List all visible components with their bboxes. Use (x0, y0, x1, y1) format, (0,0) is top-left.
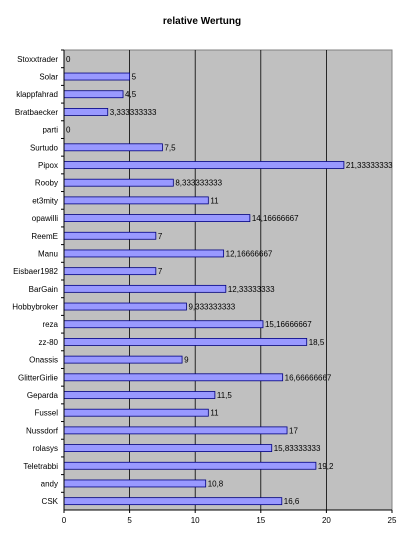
data-label: 0 (66, 126, 71, 135)
data-label: 3,333333333 (110, 108, 157, 117)
category-label: CSK (42, 497, 59, 506)
data-label: 10,8 (208, 479, 224, 488)
bar-nussdorf (63, 426, 288, 435)
category-label: et3mity (32, 196, 58, 205)
plot-area (63, 49, 393, 511)
category-label: andy (41, 479, 58, 488)
data-label: 11,5 (217, 391, 233, 400)
category-label: opawilli (32, 214, 58, 223)
category-label: GlitterGirlie (18, 373, 59, 382)
data-label: 8,333333333 (175, 179, 222, 188)
bar-klappfahrad (63, 90, 124, 99)
data-label: 7,5 (164, 143, 176, 152)
data-label: 16,66666667 (285, 373, 332, 382)
bar-fussel (63, 408, 209, 417)
bar-teletrabbi (63, 461, 317, 470)
x-tick-label: 15 (256, 516, 265, 525)
bar-reza (63, 320, 264, 329)
chart-title: relative Wertung (163, 16, 241, 27)
category-label: klappfahrad (16, 90, 58, 99)
bar-rooby (63, 178, 174, 187)
category-label: parti (42, 126, 58, 135)
data-label: 4,5 (125, 90, 137, 99)
category-label: rolasys (33, 444, 58, 453)
category-label: Nussdorf (26, 426, 59, 435)
bar-onassis (63, 355, 183, 364)
data-label: 9,333333333 (188, 303, 235, 312)
data-label: 9 (184, 356, 189, 365)
data-label: 11 (210, 409, 219, 418)
data-label: 7 (158, 267, 163, 276)
x-tick-label: 25 (388, 516, 397, 525)
bar-hobbybroker (63, 302, 187, 311)
bar-manu (63, 249, 225, 258)
data-label: 12,16666667 (226, 249, 273, 258)
bar-andy (63, 479, 207, 488)
data-label: 19,2 (318, 462, 334, 471)
data-label: 14,16666667 (252, 214, 299, 223)
bar-opawilli (63, 214, 251, 222)
x-tick-label: 0 (62, 516, 67, 525)
category-label: Pipox (38, 161, 58, 170)
category-label: Stoxxtrader (17, 55, 58, 64)
category-label: Solar (39, 73, 58, 82)
category-label: Rooby (35, 179, 58, 188)
bar-rolasys (63, 444, 273, 452)
bar-reeme (63, 231, 157, 240)
category-label: Bratbaecker (15, 108, 58, 117)
data-label: 16,6 (284, 497, 300, 506)
x-tick-label: 5 (127, 516, 132, 525)
bar-zz-80 (63, 338, 308, 346)
data-label: 15,16666667 (265, 320, 312, 329)
data-label: 12,33333333 (228, 285, 275, 294)
x-tick-label: 20 (322, 516, 331, 525)
bar-csk (63, 497, 283, 506)
bar-solar (63, 72, 130, 81)
data-label: 5 (132, 73, 137, 82)
bar-pipox (63, 161, 345, 169)
data-label: 11 (210, 196, 219, 205)
category-label: Teletrabbi (23, 462, 58, 471)
category-label: reza (42, 320, 58, 329)
bar-geparda (63, 391, 216, 399)
category-label: ReemE (31, 232, 58, 241)
category-label: Surtudo (30, 143, 59, 152)
data-label: 17 (289, 426, 298, 435)
category-label: zz-80 (38, 338, 58, 347)
category-label: Onassis (29, 356, 58, 365)
bar-eisbaer1982 (63, 267, 157, 276)
category-label: Fussel (34, 409, 58, 418)
bar-bratbaecker (63, 108, 109, 116)
data-label: 15,83333333 (274, 444, 321, 453)
bar-surtudo (63, 143, 163, 152)
bar-bargain (63, 284, 227, 293)
data-label: 18,5 (309, 338, 325, 347)
x-tick-label: 10 (191, 516, 200, 525)
data-label: 21,33333333 (346, 161, 393, 170)
category-label: Geparda (27, 391, 59, 400)
category-label: Manu (38, 249, 58, 258)
data-label: 7 (158, 232, 163, 241)
category-label: BarGain (29, 285, 58, 294)
category-label: Eisbaer1982 (13, 267, 58, 276)
bar-et3mity (63, 196, 209, 205)
data-label: 0 (66, 55, 71, 64)
bar-glittergirlie (63, 373, 284, 382)
category-label: Hobbybroker (12, 303, 58, 312)
